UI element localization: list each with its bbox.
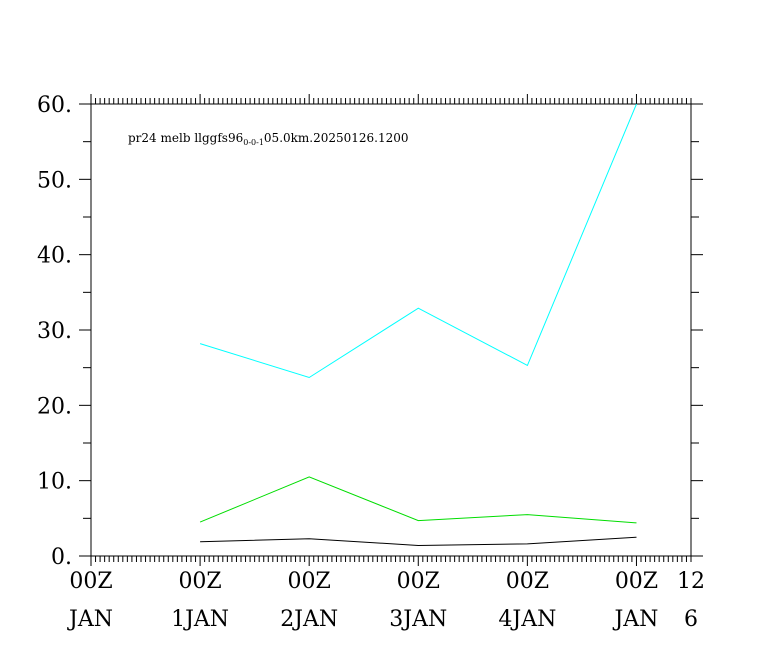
series-line-2 [199, 476, 637, 524]
y-tick-label: 20. [37, 394, 72, 419]
x-tick-date-label: 6 [684, 607, 698, 632]
y-tick-label: 50. [37, 168, 72, 193]
plot-frame [90, 103, 692, 557]
x-tick-time-label: 00Z [397, 569, 440, 594]
x-tick-time-label: 00Z [288, 569, 331, 594]
y-tick-labels: 0. 10. 20. 30. 40. 50. 60. [37, 93, 72, 570]
series-line-3 [200, 536, 637, 547]
tick-marks [79, 94, 703, 566]
chart-title-subscript: 0-0-1 [243, 138, 264, 147]
series-lines [199, 103, 637, 547]
x-tick-date-label: 4JAN [498, 607, 556, 632]
x-tick-labels: 00Z JAN 00Z 1JAN 00Z 2JAN 00Z 3JAN 00Z 4JAN 00Z JAN… [67, 569, 705, 632]
x-tick-time-label: 12 [677, 569, 705, 594]
chart-title-suffix: 05.0km.20250126.1200 [264, 131, 409, 145]
x-tick-date-label: JAN [612, 607, 658, 632]
x-tick-date-label: JAN [67, 607, 113, 632]
y-tick-label: 30. [37, 319, 72, 344]
chart-title-prefix: pr24 melb llggfs96 [128, 131, 243, 145]
y-tick-label: 60. [37, 93, 72, 118]
y-tick-label: 40. [37, 244, 72, 269]
x-tick-date-label: 1JAN [171, 607, 229, 632]
x-tick-time-label: 00Z [506, 569, 549, 594]
x-tick-time-label: 00Z [69, 569, 112, 594]
x-tick-time-label: 00Z [615, 569, 658, 594]
series-line-1 [199, 103, 637, 379]
chart-title: pr24 melb llggfs960-0-105.0km.20250126.1… [128, 131, 409, 147]
x-tick-date-label: 3JAN [389, 607, 447, 632]
x-tick-date-label: 2JAN [280, 607, 338, 632]
y-tick-label: 0. [51, 545, 72, 570]
y-tick-label: 10. [37, 470, 72, 495]
x-tick-time-label: 00Z [178, 569, 221, 594]
